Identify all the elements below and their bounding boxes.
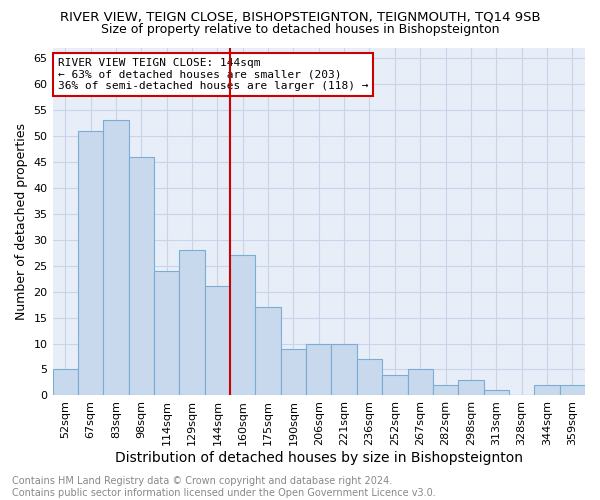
Bar: [458, 380, 484, 396]
Bar: [357, 359, 382, 396]
Bar: [256, 307, 281, 396]
Bar: [306, 344, 331, 396]
Bar: [560, 385, 585, 396]
Y-axis label: Number of detached properties: Number of detached properties: [15, 123, 28, 320]
Bar: [154, 271, 179, 396]
Bar: [382, 374, 407, 396]
Bar: [407, 370, 433, 396]
Bar: [179, 250, 205, 396]
Bar: [205, 286, 230, 396]
Bar: [281, 348, 306, 396]
X-axis label: Distribution of detached houses by size in Bishopsteignton: Distribution of detached houses by size …: [115, 451, 523, 465]
Text: Contains HM Land Registry data © Crown copyright and database right 2024.
Contai: Contains HM Land Registry data © Crown c…: [12, 476, 436, 498]
Bar: [433, 385, 458, 396]
Text: RIVER VIEW, TEIGN CLOSE, BISHOPSTEIGNTON, TEIGNMOUTH, TQ14 9SB: RIVER VIEW, TEIGN CLOSE, BISHOPSTEIGNTON…: [59, 10, 541, 23]
Bar: [128, 156, 154, 396]
Text: Size of property relative to detached houses in Bishopsteignton: Size of property relative to detached ho…: [101, 22, 499, 36]
Bar: [484, 390, 509, 396]
Text: RIVER VIEW TEIGN CLOSE: 144sqm
← 63% of detached houses are smaller (203)
36% of: RIVER VIEW TEIGN CLOSE: 144sqm ← 63% of …: [58, 58, 368, 91]
Bar: [331, 344, 357, 396]
Bar: [103, 120, 128, 396]
Bar: [78, 130, 103, 396]
Bar: [53, 370, 78, 396]
Bar: [534, 385, 560, 396]
Bar: [230, 255, 256, 396]
